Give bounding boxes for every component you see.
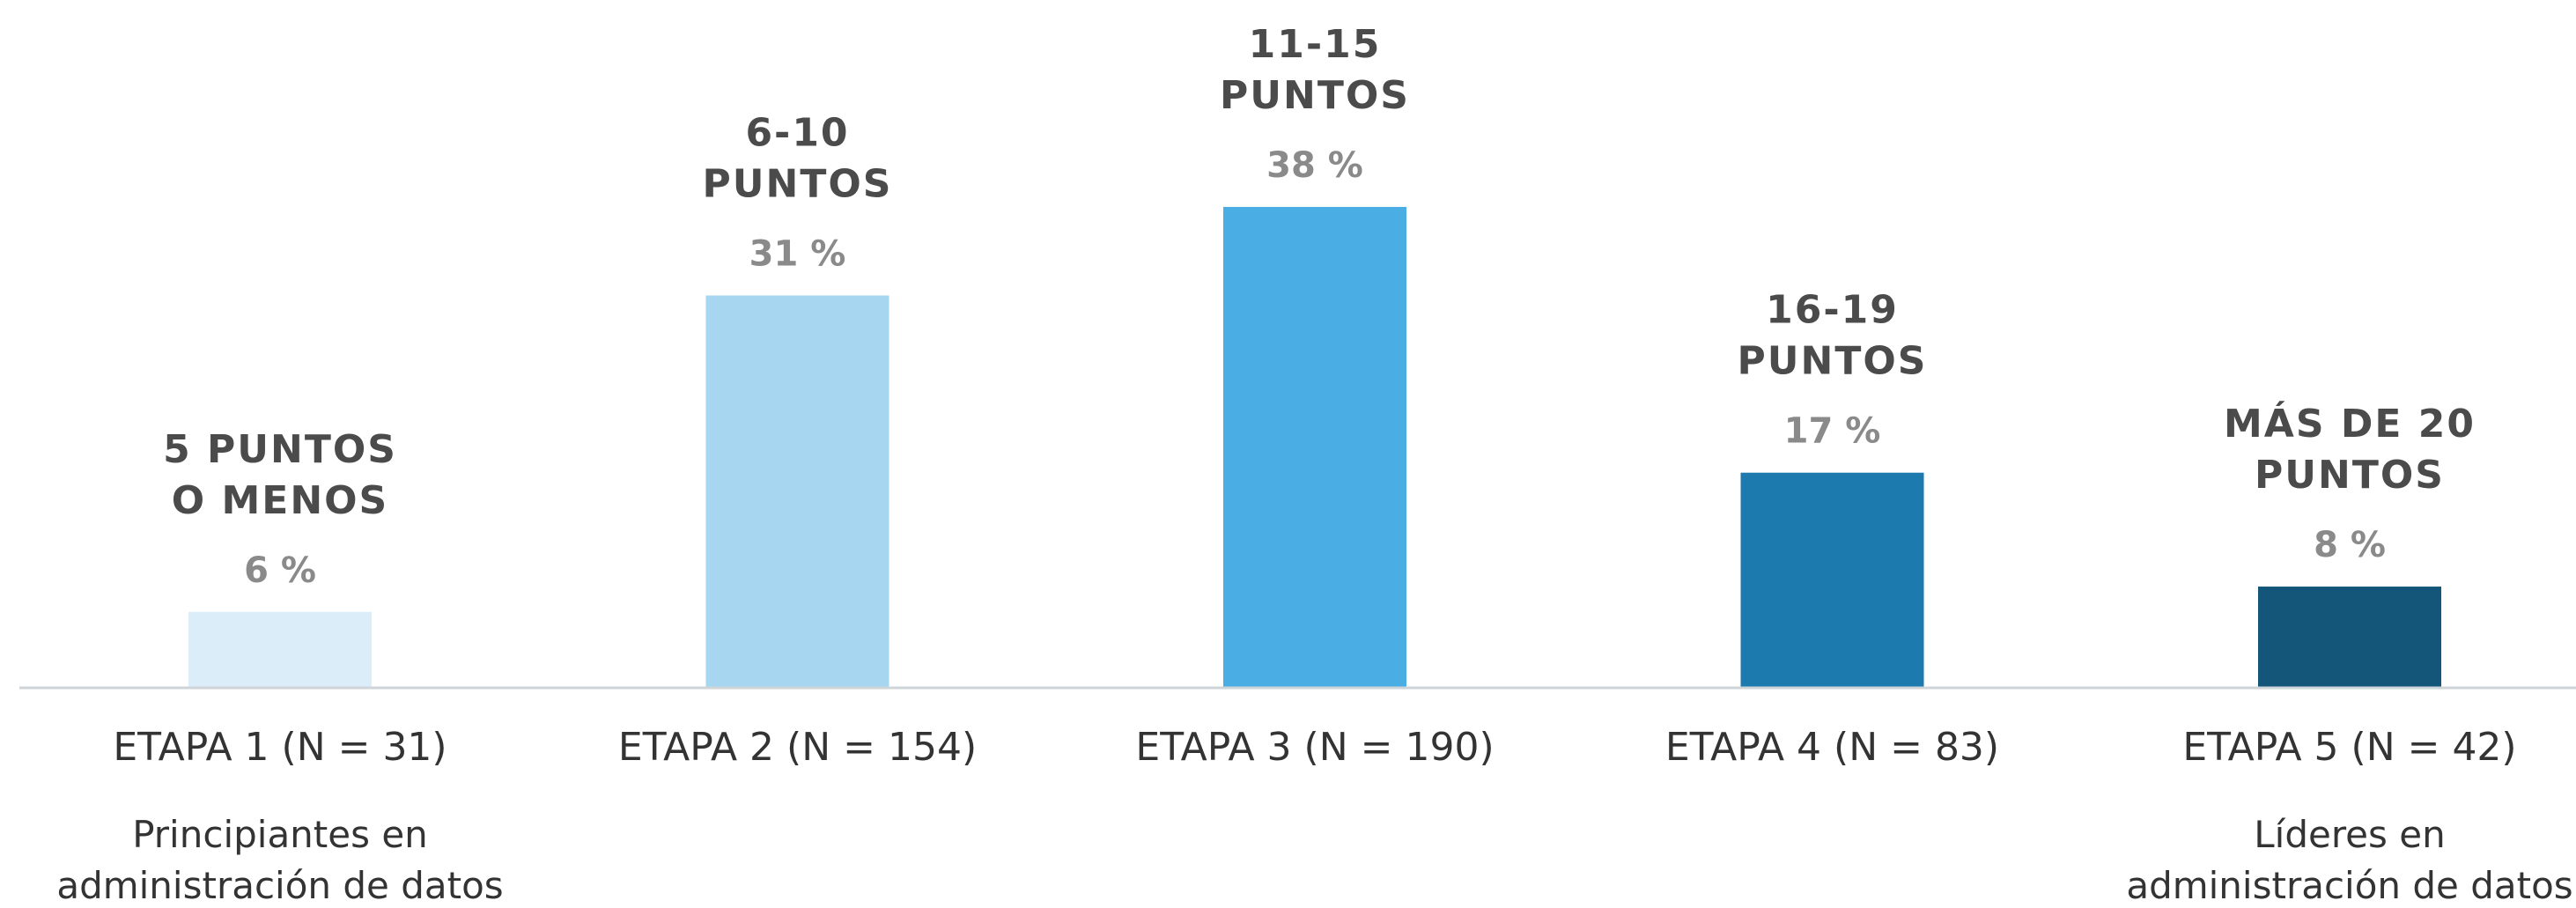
category-label-etapa-4: ETAPA 4 (N = 83) <box>1665 725 1999 770</box>
bar-etapa-5 <box>2258 587 2441 688</box>
value-label-etapa-1: 6 % <box>244 550 316 591</box>
value-label-etapa-3: 38 % <box>1266 145 1363 186</box>
description-etapa-5-line-1: Líderes en <box>2254 813 2445 856</box>
description-etapa-5-line-2: administración de datos <box>2126 864 2572 907</box>
bars-layer <box>188 206 2441 688</box>
description-etapa-1-line-1: Principiantes en <box>132 813 428 856</box>
range-label-etapa-5-line-1: MÁS DE 20 <box>2224 400 2476 447</box>
category-label-etapa-2: ETAPA 2 (N = 154) <box>618 725 977 770</box>
category-label-etapa-5: ETAPA 5 (N = 42) <box>2182 725 2516 770</box>
range-label-etapa-4-line-2: PUNTOS <box>1738 339 1928 384</box>
category-label-etapa-3: ETAPA 3 (N = 190) <box>1135 725 1494 770</box>
description-etapa-1-line-2: administración de datos <box>56 864 503 907</box>
range-label-etapa-3-line-2: PUNTOS <box>1220 73 1410 118</box>
bar-etapa-4 <box>1740 472 1924 688</box>
range-label-etapa-1-line-2: O MENOS <box>172 478 388 523</box>
bar-etapa-3 <box>1223 206 1406 688</box>
range-label-etapa-1-line-1: 5 PUNTOS <box>163 427 397 472</box>
bar-etapa-2 <box>705 295 889 688</box>
labels-layer: 6 % 5 PUNTOS O MENOS ETAPA 1 (N = 31) Princi… <box>56 22 2572 907</box>
category-label-etapa-1: ETAPA 1 (N = 31) <box>113 725 447 770</box>
value-label-etapa-4: 17 % <box>1784 411 1881 452</box>
range-label-etapa-4-line-1: 16-19 <box>1766 288 1899 333</box>
value-label-etapa-5: 8 % <box>2314 525 2386 565</box>
range-label-etapa-2-line-2: PUNTOS <box>703 162 893 207</box>
value-label-etapa-2: 31 % <box>749 234 846 275</box>
range-label-etapa-3-line-1: 11-15 <box>1249 22 1382 67</box>
range-label-etapa-5-line-2: PUNTOS <box>2255 453 2445 498</box>
range-label-etapa-2-line-1: 6-10 <box>745 111 849 156</box>
bar-etapa-1 <box>188 611 372 688</box>
